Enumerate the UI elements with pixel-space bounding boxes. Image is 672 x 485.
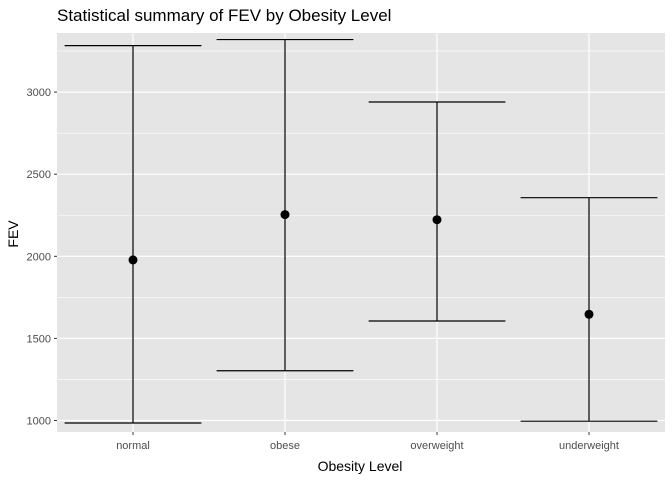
y-tick-label: 2000: [27, 251, 51, 263]
errorbar-marks: [64, 38, 658, 424]
errorbar-overweight: [368, 101, 506, 322]
x-tick-label-underweight: underweight: [559, 440, 619, 452]
x-tick-label-normal: normal: [116, 440, 150, 452]
y-tick-label: 3000: [27, 87, 51, 99]
y-axis-title: FEV: [5, 220, 21, 248]
x-tick-label-overweight: overweight: [410, 440, 463, 452]
errorbar-obese: [216, 38, 354, 372]
plot-panel: [57, 33, 665, 432]
errorbar-underweight: [520, 197, 658, 422]
y-tick-label: 1000: [27, 416, 51, 428]
y-tick-label: 1500: [27, 333, 51, 345]
mean-point: [128, 255, 138, 265]
mean-point: [584, 309, 594, 319]
y-axis: 1000 1500 2000 2500 3000: [27, 87, 57, 428]
y-tick-label: 2500: [27, 169, 51, 181]
errorbar-normal: [64, 45, 202, 424]
chart-title: Statistical summary of FEV by Obesity Le…: [57, 6, 391, 25]
mean-point: [432, 215, 442, 225]
x-axis: normal obese overweight underweight: [116, 432, 619, 452]
grid-minor: [57, 50, 665, 380]
x-axis-title: Obesity Level: [318, 458, 403, 474]
mean-point: [280, 210, 290, 220]
x-tick-label-obese: obese: [270, 440, 300, 452]
